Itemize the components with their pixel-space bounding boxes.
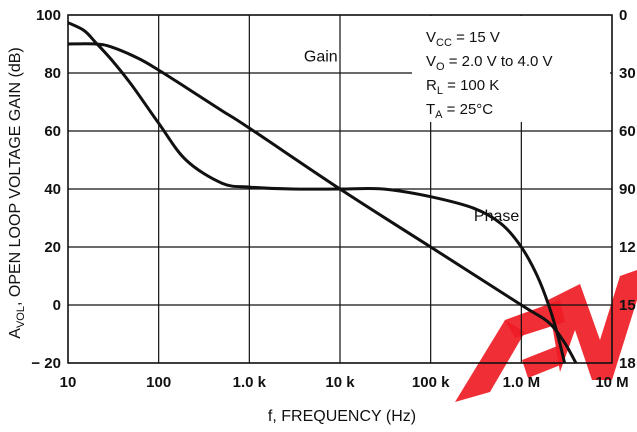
y-axis-label: AVOL, OPEN LOOP VOLTAGE GAIN (dB) [7, 47, 27, 338]
curve-label-gain: Gain [304, 48, 338, 65]
y-right-tick-label: 12 [619, 239, 636, 256]
y-tick-label: − 20 [31, 355, 61, 372]
legend-background [412, 16, 610, 122]
annotations: Gain Phase [304, 48, 519, 225]
y-right-tick-label: 15 [619, 297, 636, 314]
legend-line: TA = 25°C [426, 101, 493, 121]
x-tick-label: 100 k [412, 374, 450, 391]
tick-labels: 10 100 1.0 k 10 k 100 k 1.0 M 10 M 100 80 60 40 20 0… [31, 7, 635, 391]
series-group [67, 21, 578, 364]
x-tick-label: 10 k [325, 374, 355, 391]
y-tick-label: 0 [53, 297, 61, 314]
x-tick-label: 1.0 M [503, 374, 541, 391]
series-line-gain [67, 42, 578, 364]
legend-line: VO = 2.0 V to 4.0 V [426, 53, 553, 73]
x-axis-label: f, FREQUENCY (Hz) [268, 408, 416, 425]
x-tick-label: 100 [146, 374, 171, 391]
y-right-tick-label: 90 [619, 181, 636, 198]
y-right-tick-label: 0 [619, 7, 627, 24]
legend-line: RL = 100 K [426, 77, 499, 97]
y-right-tick-label: 60 [619, 123, 636, 140]
x-tick-label: 1.0 k [233, 374, 267, 391]
y-tick-label: 60 [44, 123, 61, 140]
watermark-logo [455, 270, 637, 402]
watermark-stroke-2 [522, 345, 563, 378]
watermark-stroke-3 [548, 270, 637, 380]
x-tick-label: 10 [60, 374, 77, 391]
y-right-tick-label: 30 [619, 65, 636, 82]
y-tick-label: 20 [44, 239, 61, 256]
y-tick-label: 100 [36, 7, 61, 24]
plot-frame [67, 14, 613, 364]
legend-line: VCC = 15 V [426, 29, 500, 49]
y-tick-label: 40 [44, 181, 61, 198]
y-tick-label: 80 [44, 65, 61, 82]
series-line-phase [67, 21, 567, 364]
y-right-tick-label: 18 [619, 355, 636, 372]
watermark-stroke-0 [455, 320, 525, 402]
conditions-legend: VCC = 15 V VO = 2.0 V to 4.0 V RL = 100 K T… [412, 16, 610, 122]
curve-label-phase: Phase [474, 208, 519, 225]
x-tick-label: 10 M [595, 374, 628, 391]
